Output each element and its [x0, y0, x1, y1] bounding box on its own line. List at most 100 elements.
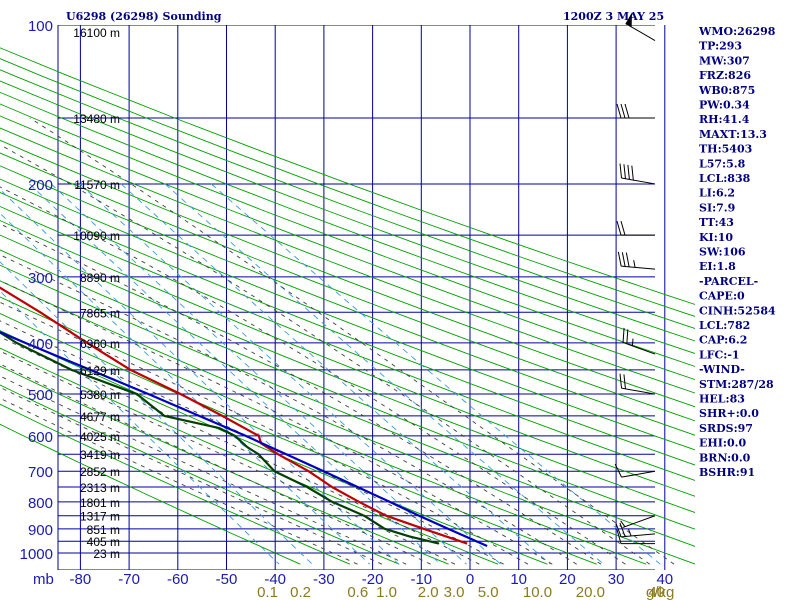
- stability-index: CINH:52584: [699, 304, 776, 317]
- grid-layer: [0, 25, 695, 570]
- wind-barb: [625, 12, 656, 41]
- wind-barb-staff: [621, 177, 656, 185]
- wind-barb-flag: [616, 529, 622, 544]
- mixing-ratio-line: [211, 183, 661, 565]
- dry-adiabat: [0, 384, 400, 565]
- wind-barb-flag: [624, 103, 630, 119]
- dry-adiabat: [0, 80, 695, 342]
- mixing-ratio-line: [79, 183, 502, 565]
- moist-adiabat: [29, 117, 675, 565]
- mixing-ratio-line: [50, 183, 467, 565]
- wind-barb-flag: [616, 220, 622, 236]
- temperature-tick-label: 30: [608, 571, 625, 588]
- height-label: 7865 m: [80, 306, 120, 320]
- moist-adiabat: [0, 254, 577, 565]
- wind-barb-staff: [621, 265, 656, 270]
- height-label: 4025 m: [80, 430, 120, 444]
- mixing-ratio-label: 40: [648, 584, 665, 600]
- mixing-ratio-label: 20.0: [576, 584, 605, 600]
- height-label: 1801 m: [80, 496, 120, 510]
- stability-index: MAXT:13.3: [699, 128, 767, 141]
- mixing-ratio-label: 3.0: [444, 584, 465, 600]
- mixing-ratio-line: [0, 212, 371, 565]
- wind-barb: [616, 103, 655, 119]
- wind-barb-flag: [625, 252, 630, 267]
- temperature-tick-label: -50: [216, 571, 238, 588]
- mixing-ratio-line: [164, 183, 604, 565]
- dry-adiabat: [0, 152, 695, 422]
- dry-adiabat: [0, 296, 647, 565]
- dry-adiabat: [0, 313, 597, 565]
- wind-barb-flag: [621, 252, 626, 267]
- wind-barb-flag: [620, 220, 626, 236]
- stability-index: SI:7.9: [699, 201, 735, 214]
- height-label: 16100 m: [73, 26, 120, 40]
- height-label: 6960 m: [80, 337, 120, 351]
- pressure-tick-label: 300: [28, 270, 53, 287]
- dry-adiabat: [0, 139, 695, 408]
- moist-adiabat: [0, 144, 650, 565]
- stability-index: SRDS:97: [699, 422, 753, 435]
- moist-adiabat: [0, 363, 431, 565]
- stability-index: BRN:0.0: [699, 451, 751, 464]
- temperature-tick-label: -40: [264, 571, 286, 588]
- wind-barb-pennant: [625, 12, 633, 28]
- stability-index: LCL:782: [699, 319, 750, 332]
- moist-adiabat: [0, 223, 602, 565]
- height-label: 5380 m: [80, 388, 120, 402]
- wind-barb-flag: [619, 373, 623, 389]
- mixing-ratio-label: 10.0: [523, 584, 552, 600]
- moist-adiabat: [0, 186, 626, 565]
- pressure-tick-label: 200: [28, 177, 53, 194]
- wind-barb-flag: [627, 164, 630, 180]
- height-label: 3419 m: [80, 448, 120, 462]
- temperature-tick-label: -10: [410, 571, 432, 588]
- dry-adiabat: [0, 127, 695, 394]
- mixing-ratio-label: 0.1: [257, 584, 278, 600]
- parcel-path: [0, 330, 488, 548]
- dry-adiabat: [0, 69, 695, 330]
- dry-adiabat: [0, 205, 695, 481]
- stability-index: LFC:-1: [699, 348, 740, 361]
- wind-barb-half-flag: [628, 528, 632, 537]
- stability-index: LCL:838: [699, 172, 751, 185]
- pressure-tick-label: 800: [28, 495, 53, 512]
- height-label: 851 m: [87, 523, 120, 537]
- stability-index: CAPE:0: [699, 290, 745, 303]
- wind-barb-flag: [617, 251, 622, 267]
- pressure-tick-label: 400: [28, 336, 53, 353]
- height-label: 4677 m: [80, 410, 120, 424]
- stability-index: EHI:0.0: [699, 437, 746, 450]
- pressure-tick-label: 500: [28, 387, 53, 404]
- stability-index: FRZ:826: [699, 69, 751, 82]
- mixing-ratio-label: 2.0: [418, 584, 439, 600]
- temperature-tick-label: -60: [167, 571, 189, 588]
- pressure-tick-label: 700: [28, 464, 53, 481]
- dry-adiabat: [0, 249, 695, 530]
- height-label: 13480 m: [73, 112, 120, 126]
- mixing-ratio-line: [0, 188, 400, 565]
- moist-adiabat: [0, 280, 553, 565]
- height-label: 2313 m: [80, 481, 120, 495]
- stability-index: PW:0.34: [699, 99, 750, 112]
- pressure-tick-label: 600: [28, 429, 53, 446]
- stability-index: LI:6.2: [699, 187, 735, 200]
- wind-barb-flag: [631, 165, 634, 181]
- mixing-ratio-unit-label: g/kg: [646, 584, 674, 600]
- dewpoint-profile: [0, 331, 440, 545]
- wind-barb: [616, 529, 655, 545]
- dry-adiabat: [0, 280, 695, 565]
- wind-barb: [619, 163, 656, 185]
- stability-index: -PARCEL-: [699, 275, 758, 288]
- stability-index: STM:287/28: [699, 378, 774, 391]
- wind-barb-staff: [621, 533, 656, 538]
- dry-adiabat: [0, 403, 350, 565]
- moist-adiabat: [0, 397, 358, 565]
- stability-index: SW:106: [699, 246, 746, 259]
- wind-barb-staff: [621, 470, 656, 478]
- stability-index: WB0:875: [698, 84, 755, 97]
- stability-index: MW:307: [699, 54, 750, 67]
- stability-index: -WIND-: [699, 363, 745, 376]
